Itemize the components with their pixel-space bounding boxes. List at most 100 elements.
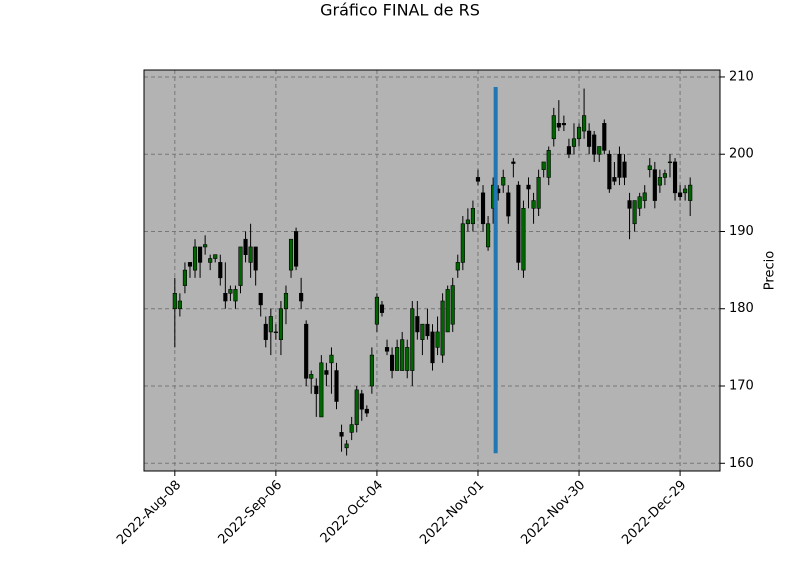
candle-body xyxy=(395,347,400,371)
candle-body xyxy=(516,184,521,263)
x-tick-label: 2022-Oct-04 xyxy=(318,478,386,546)
candle-body xyxy=(627,200,632,209)
candle-body xyxy=(546,150,551,178)
candle-body xyxy=(617,153,622,178)
candle-body xyxy=(384,347,390,352)
candle-body xyxy=(208,258,213,263)
candle-body xyxy=(506,192,511,217)
candle-body xyxy=(688,184,693,201)
candle-body xyxy=(238,246,243,286)
candle-body xyxy=(511,161,516,164)
candle-body xyxy=(288,238,294,271)
candle-body xyxy=(632,200,637,225)
candle-body xyxy=(607,153,612,190)
candle-body xyxy=(253,246,258,271)
candle-body xyxy=(218,262,223,279)
candle-body xyxy=(278,308,283,340)
candle-body xyxy=(678,192,683,198)
candle-body xyxy=(592,134,597,155)
candle-body xyxy=(354,389,359,425)
candle-body xyxy=(364,408,369,414)
candle-body xyxy=(324,370,329,375)
candle-body xyxy=(455,262,460,271)
candle-body xyxy=(652,169,657,201)
candle-body xyxy=(672,161,678,194)
y-tick-label: 200 xyxy=(729,147,754,162)
candle-body xyxy=(470,208,475,225)
candle-body xyxy=(501,177,506,186)
candle-body xyxy=(622,161,627,178)
y-tick-label: 160 xyxy=(729,456,754,471)
candle-body xyxy=(268,316,273,333)
candle-body xyxy=(465,219,470,225)
candle-body xyxy=(309,374,314,379)
candle-body xyxy=(299,292,304,302)
candle-body xyxy=(223,292,228,302)
candle-body xyxy=(172,292,177,310)
y-tick-label: 190 xyxy=(729,224,754,239)
candle-body xyxy=(379,304,385,313)
candle-body xyxy=(198,246,203,263)
candle-body xyxy=(405,347,410,371)
candle-body xyxy=(349,424,354,433)
candle-body xyxy=(556,123,561,128)
candle-body xyxy=(526,184,531,190)
candle-body xyxy=(435,331,440,348)
x-tick-label: 2022-Dec-29 xyxy=(619,478,689,548)
y-tick-label: 210 xyxy=(729,69,754,84)
candle-body xyxy=(182,269,187,286)
candle-body xyxy=(480,192,486,225)
candle-body xyxy=(339,432,344,437)
candle-body xyxy=(243,238,248,255)
candle-body xyxy=(203,244,208,248)
x-tick-label: 2022-Sep-06 xyxy=(216,478,286,548)
candle-body xyxy=(425,323,430,337)
x-tick-label: 2022-Nov-01 xyxy=(417,478,487,548)
candle-body xyxy=(440,300,445,356)
candle-body xyxy=(566,146,571,155)
candle-body xyxy=(400,339,405,371)
candle-body xyxy=(283,292,289,310)
candle-body xyxy=(642,192,647,201)
y-tick-label: 170 xyxy=(729,379,754,394)
candle-body xyxy=(273,331,278,334)
candle-body xyxy=(612,177,617,182)
candle-body xyxy=(541,161,546,170)
candle-body xyxy=(475,177,481,182)
plot-frame xyxy=(143,69,721,472)
candle-body xyxy=(263,323,268,340)
candle-body xyxy=(248,246,253,263)
candle-body xyxy=(187,262,193,267)
candle-body xyxy=(228,289,233,294)
candle-body xyxy=(304,323,309,379)
candle-body xyxy=(602,123,607,151)
candle-body xyxy=(445,289,450,333)
candle-body xyxy=(597,146,602,155)
candle-body xyxy=(420,323,425,340)
candle-body xyxy=(571,138,577,147)
candle-body xyxy=(657,177,662,186)
candle-body xyxy=(521,208,526,271)
candle-body xyxy=(576,126,582,140)
candle-body xyxy=(531,200,536,209)
candle-body xyxy=(430,331,435,364)
candle-body xyxy=(192,246,198,271)
candle-body xyxy=(329,354,334,364)
plot-area xyxy=(144,70,720,471)
candle-body xyxy=(334,370,339,402)
candle-body xyxy=(561,123,566,126)
candle-body xyxy=(359,393,364,410)
candle-body xyxy=(213,254,218,259)
candle-body xyxy=(410,308,415,371)
candle-body xyxy=(683,188,688,194)
candle-body xyxy=(319,362,324,418)
candle-body xyxy=(314,385,319,395)
candle-body xyxy=(667,161,673,164)
candle-body xyxy=(415,316,420,333)
candle-body xyxy=(294,231,299,267)
candle-body xyxy=(662,173,667,178)
candle-body xyxy=(582,115,587,132)
candle-body xyxy=(233,289,238,302)
candle-body xyxy=(390,354,395,371)
